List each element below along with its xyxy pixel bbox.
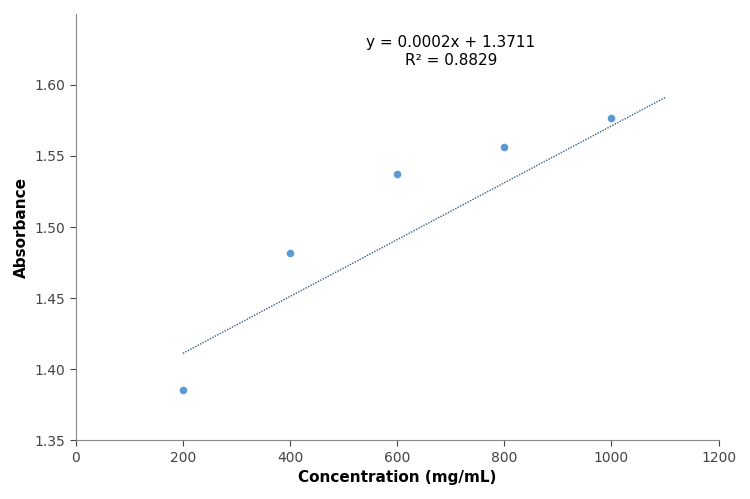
Y-axis label: Absorbance: Absorbance [14,177,29,277]
Point [498,143,510,151]
Point [392,171,404,179]
Text: y = 0.0002x + 1.3711
R² = 0.8829: y = 0.0002x + 1.3711 R² = 0.8829 [366,35,536,67]
Point [177,386,189,394]
X-axis label: Concentration (mg/mL): Concentration (mg/mL) [298,470,496,485]
Point [605,114,617,122]
Point [284,249,296,256]
